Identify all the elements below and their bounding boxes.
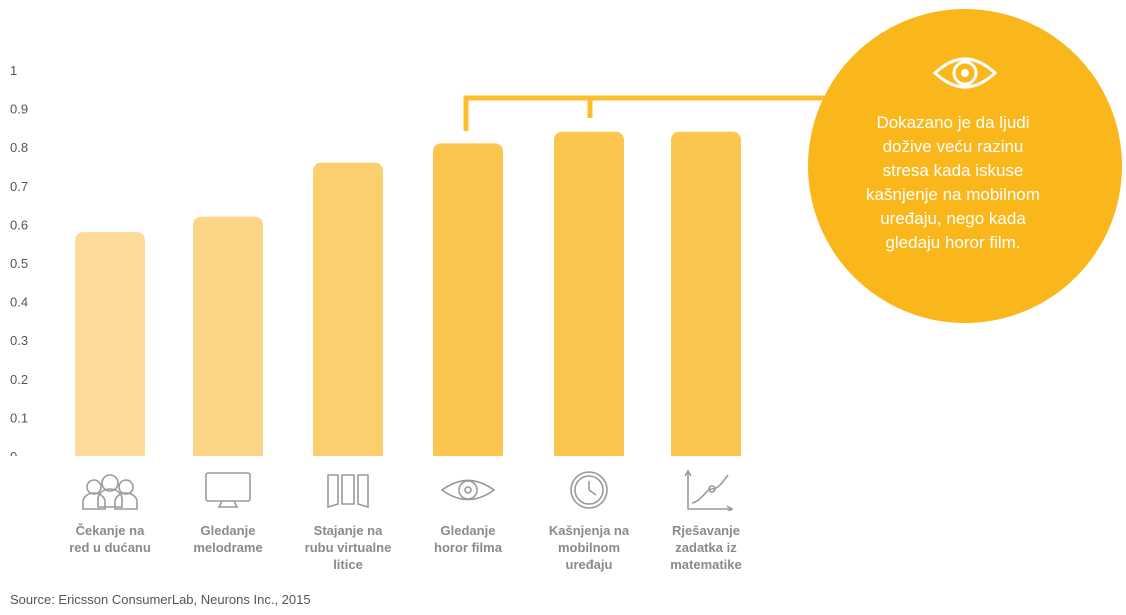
y-tick-label: 0.4 [10, 295, 28, 310]
category-label-line: zadatka iz [675, 540, 737, 555]
y-tick-label: 0.8 [10, 140, 28, 155]
baseline-mask [0, 456, 800, 466]
category-label: Čekanje na red u dućanu [58, 522, 162, 556]
callout-text: Dokazano je da ljudi dožive veću razinu … [866, 113, 1040, 252]
eye-icon [932, 57, 998, 89]
category-label-line: uređaju [565, 557, 613, 572]
bar [313, 162, 383, 462]
category-label-line: Stajanje na [313, 523, 383, 538]
category-label-line: rubu virtualne [304, 540, 392, 555]
bar [75, 232, 145, 462]
eye-icon [440, 479, 496, 501]
y-tick-label: 0.6 [10, 217, 28, 232]
category-label-line: melodrame [193, 540, 263, 555]
category-label-line: horor filma [434, 540, 502, 555]
people-icon [82, 474, 138, 510]
y-tick-label: 0.1 [10, 410, 28, 425]
category-label-line: red u dućanu [69, 540, 151, 555]
bars [0, 131, 800, 466]
category-label: Gledanje horor filma [416, 522, 520, 556]
cliff-panels-icon [327, 474, 369, 509]
source-note: Source: Ericsson ConsumerLab, Neurons In… [10, 592, 311, 607]
y-tick-label: 0.5 [10, 256, 28, 271]
y-tick-label: 0.9 [10, 102, 28, 117]
y-tick-label: 1 [10, 63, 17, 78]
y-tick-label: 0.3 [10, 333, 28, 348]
category-label-line: Čekanje na [75, 523, 145, 538]
category-label-line: matematike [670, 557, 742, 572]
comparison-bracket [463, 95, 840, 131]
category-label: Rješavanje zadatka iz matematike [654, 522, 758, 573]
y-tick-label: 0.7 [10, 179, 28, 194]
category-label-line: Kašnjenja na [548, 523, 630, 538]
y-tick-label: 0.2 [10, 372, 28, 387]
clock-icon [570, 471, 608, 509]
bar [554, 131, 624, 462]
monitor-icon [205, 472, 251, 508]
callout-circle [808, 9, 1122, 323]
bar [193, 216, 263, 462]
category-label-line: litice [333, 557, 363, 572]
category-label: Gledanje melodrame [176, 522, 280, 556]
category-label-line: Rješavanje [672, 523, 740, 538]
category-label-line: mobilnom [557, 540, 621, 555]
bar [433, 143, 503, 462]
category-label-line: Gledanje [200, 523, 256, 538]
category-label: Stajanje na rubu virtualne litice [296, 522, 400, 573]
bar [671, 131, 741, 462]
graph-icon [684, 469, 734, 511]
category-label-line: Gledanje [440, 523, 496, 538]
category-label: Kašnjenja na mobilnom uređaju [537, 522, 641, 573]
y-axis-ticks: 00.10.20.30.40.50.60.70.80.91 [10, 63, 28, 464]
